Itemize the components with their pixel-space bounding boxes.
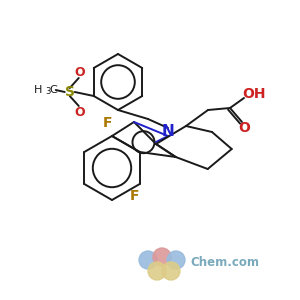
Circle shape bbox=[139, 251, 157, 269]
Circle shape bbox=[167, 251, 185, 269]
Text: N: N bbox=[162, 124, 174, 140]
Circle shape bbox=[148, 262, 166, 280]
Circle shape bbox=[153, 248, 171, 266]
Text: S: S bbox=[65, 85, 75, 99]
Text: O: O bbox=[74, 65, 85, 79]
Circle shape bbox=[162, 262, 180, 280]
Text: C: C bbox=[50, 85, 58, 95]
Text: O: O bbox=[74, 106, 85, 118]
Text: OH: OH bbox=[242, 87, 266, 101]
Text: 3: 3 bbox=[46, 88, 51, 97]
Text: Chem.com: Chem.com bbox=[190, 256, 259, 269]
Text: H: H bbox=[33, 85, 42, 95]
Text: O: O bbox=[238, 121, 250, 135]
Text: F: F bbox=[102, 116, 112, 130]
Text: F: F bbox=[130, 189, 140, 203]
